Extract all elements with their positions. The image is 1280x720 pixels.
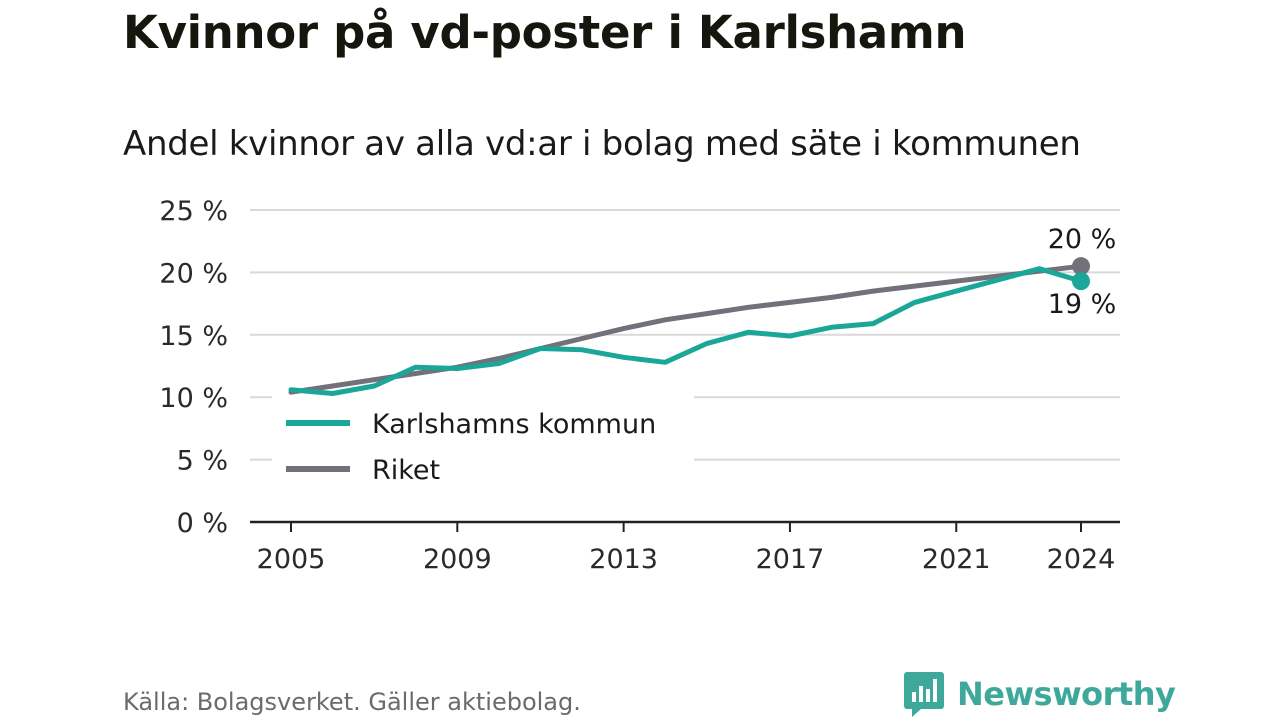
y-tick-label: 25 %	[159, 196, 228, 227]
chart-title: Kvinnor på vd-poster i Karlshamn	[123, 6, 967, 59]
series-line-karlshamn	[288, 266, 1084, 396]
legend-label-riket: Riket	[372, 455, 440, 486]
brand-name: Newsworthy	[957, 675, 1176, 713]
end-label-karlshamn: 19 %	[1048, 289, 1117, 320]
y-tick-label: 10 %	[159, 383, 228, 414]
x-axis: 2005 2009 2013 2017 2021 2024	[250, 520, 1120, 575]
x-tick-label: 2009	[423, 544, 492, 575]
newsworthy-bar-chart-icon	[904, 672, 944, 717]
x-tick-label: 2005	[257, 544, 326, 575]
y-tick-label: 5 %	[177, 446, 228, 477]
series-lines	[288, 257, 1090, 396]
legend-label-karlshamn: Karlshamns kommun	[372, 409, 656, 440]
series-endpoint-karlshamn	[1072, 272, 1090, 291]
y-tick-label: 0 %	[177, 508, 228, 539]
series-endpoint-riket	[1072, 257, 1090, 276]
y-tick-label: 15 %	[159, 321, 228, 352]
brand-logo: Newsworthy	[903, 670, 1176, 718]
source-note: Källa: Bolagsverket. Gäller aktiebolag.	[123, 688, 581, 716]
chart-subtitle: Andel kvinnor av alla vd:ar i bolag med …	[123, 124, 1081, 164]
y-axis-ticks: 0 % 5 % 10 % 15 % 20 % 25 %	[159, 196, 228, 539]
legend: Karlshamns kommun Riket	[272, 396, 694, 490]
x-tick-label: 2024	[1047, 544, 1116, 575]
series-line-riket	[288, 263, 1084, 395]
y-tick-label: 20 %	[159, 258, 228, 289]
x-tick-label: 2021	[922, 544, 991, 575]
x-tick-label: 2013	[589, 544, 658, 575]
end-labels: 19 % 20 %	[1048, 224, 1117, 320]
end-label-riket: 20 %	[1048, 224, 1117, 255]
x-tick-label: 2017	[756, 544, 825, 575]
legend-background	[272, 396, 694, 490]
